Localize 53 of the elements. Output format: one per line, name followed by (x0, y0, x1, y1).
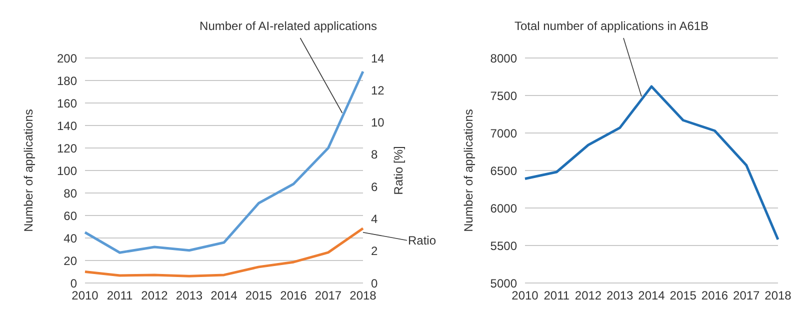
x-tick-label: 2011 (106, 288, 133, 303)
y-tick-label: 40 (64, 231, 78, 246)
y-tick-label: 180 (56, 74, 78, 88)
text: Ratio (408, 233, 436, 248)
y-tick-label: 0 (70, 276, 78, 290)
line-series (524, 85, 780, 241)
y-tick-label: 200 (56, 51, 78, 66)
x-tick-label: 2012 (141, 288, 168, 303)
y2-tick-label: 4 (371, 212, 378, 226)
x-tick-label: 2010 (512, 288, 539, 303)
y-tick-label: 120 (56, 141, 78, 156)
y-tick-label: 80 (64, 186, 78, 200)
x-tick-label: 2014 (210, 288, 238, 303)
y2-tick-label: 0 (371, 276, 378, 290)
y-tick-label: 140 (56, 118, 78, 133)
y-tick-label: 6000 (490, 201, 518, 216)
line-series (84, 227, 364, 278)
x-tick-label: 2012 (574, 288, 602, 303)
x-tick-label: 2017 (314, 288, 342, 303)
x-tick-label: 2015 (245, 288, 272, 303)
y-axis-title: Number of applications (461, 109, 476, 232)
x-tick-label: 2016 (280, 288, 308, 303)
y-tick-label: 8000 (490, 51, 518, 66)
y-tick-label: 60 (64, 208, 78, 223)
y-tick-label: 160 (56, 96, 78, 110)
y2-tick-label: 8 (371, 148, 378, 162)
x-tick-label: 2010 (72, 288, 99, 303)
y2-tick-label: 12 (371, 83, 385, 98)
x-tick-label: 2013 (606, 288, 634, 303)
y2-tick-label: 6 (371, 180, 378, 194)
y-tick-label: 7000 (490, 126, 518, 140)
x-tick-label: 2017 (733, 288, 760, 303)
y2-axis-title: Ratio [%] (391, 146, 406, 195)
x-tick-label: 2011 (544, 288, 570, 303)
y2-tick-label: 14 (371, 51, 385, 66)
y-tick-label: 20 (64, 254, 78, 268)
y-tick-label: 5000 (490, 276, 518, 290)
x-tick-label: 2014 (638, 288, 666, 303)
y2-tick-label: 10 (371, 116, 385, 130)
y2-tick-label: 2 (371, 244, 378, 258)
x-tick-label: 2015 (670, 288, 697, 303)
text: Total number of applications in A61B (514, 19, 709, 33)
x-tick-label: 2018 (350, 288, 377, 303)
y-tick-label: 6500 (490, 164, 518, 178)
x-tick-label: 2018 (764, 288, 792, 303)
y-axis-title: Number of applications (21, 109, 36, 232)
x-tick-label: 2013 (176, 288, 203, 303)
y-tick-label: 7500 (490, 88, 518, 103)
y-tick-label: 5500 (490, 238, 518, 253)
y-tick-label: 100 (56, 164, 78, 178)
x-tick-label: 2016 (701, 288, 728, 303)
text: Number of AI-related applications (200, 19, 377, 33)
line-series (84, 70, 364, 254)
